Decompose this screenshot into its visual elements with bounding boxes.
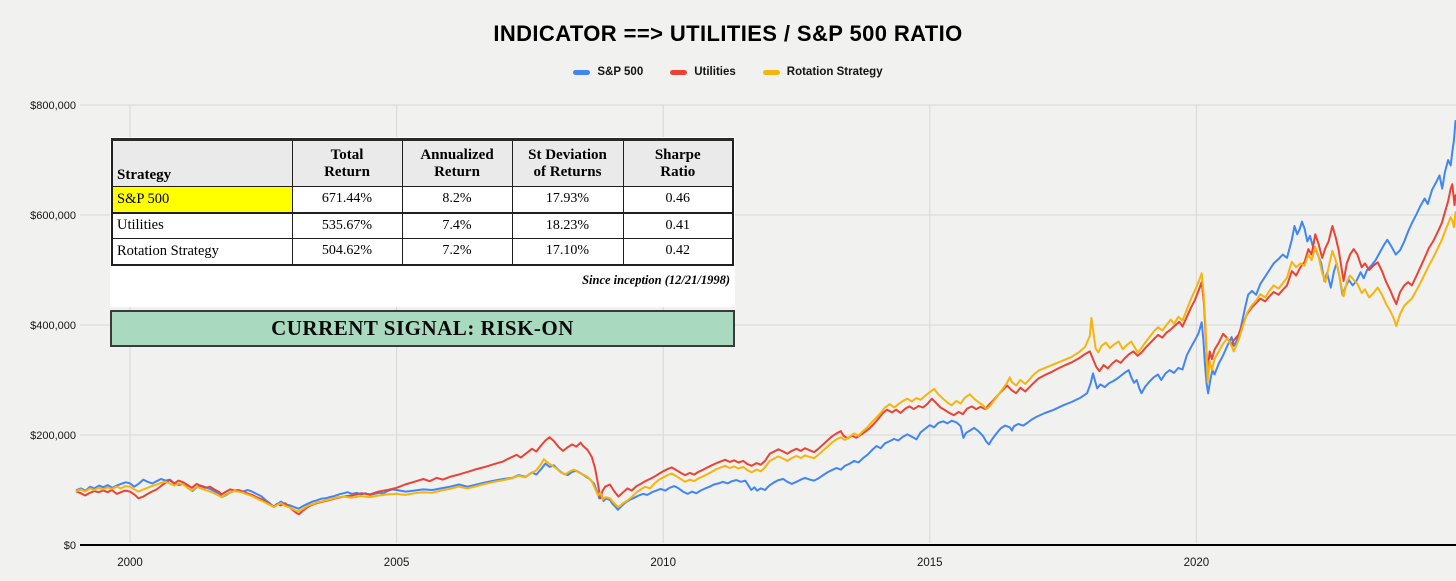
header-text: of Returns — [533, 163, 602, 180]
inception-note: Since inception (12/21/1998) — [582, 273, 730, 287]
y-tick-label: $0 — [64, 540, 76, 552]
header-total-return: Total Return — [291, 139, 403, 187]
total-return-cell: 671.44% — [291, 186, 403, 213]
annualized-return-cell: 8.2% — [401, 186, 513, 213]
y-tick-label: $400,000 — [30, 320, 76, 332]
table-row-sp500: S&P 500 671.44% 8.2% 17.93% 0.46 — [111, 186, 734, 213]
header-text: Sharpe — [654, 146, 701, 163]
chart-title: INDICATOR ==> UTILITIES / S&P 500 RATIO — [493, 21, 963, 46]
st-deviation-cell: 17.10% — [511, 238, 624, 265]
st-deviation-cell: 17.93% — [511, 186, 624, 213]
header-annualized-return: Annualized Return — [401, 139, 513, 187]
y-tick-label: $600,000 — [30, 210, 76, 222]
legend-item-sp500: S&P 500 — [573, 66, 643, 78]
series-line-s-p-500 — [75, 119, 1456, 511]
st-deviation-cell: 18.23% — [511, 211, 624, 239]
sp500-line-swatch-icon — [573, 69, 591, 75]
header-strategy: Strategy — [111, 139, 293, 187]
legend-item-rotation-strategy: Rotation Strategy — [762, 66, 883, 78]
y-tick-label: $200,000 — [30, 430, 76, 442]
chart-legend: S&P 500 Utilities Rotation Strategy — [0, 66, 1456, 78]
total-return-cell: 504.62% — [291, 238, 403, 265]
sharpe-ratio-cell: 0.42 — [622, 238, 734, 265]
x-tick-label: 2005 — [384, 557, 410, 569]
annualized-return-cell: 7.4% — [401, 211, 513, 239]
total-return-cell: 535.67% — [291, 211, 403, 239]
rotation-line-swatch-icon — [762, 69, 780, 75]
utilities-line-swatch-icon — [670, 69, 688, 75]
header-text: Return — [324, 163, 370, 180]
header-text: Return — [434, 163, 480, 180]
table-row-utilities: Utilities 535.67% 7.4% 18.23% 0.41 — [111, 211, 734, 239]
annualized-return-cell: 7.2% — [401, 238, 513, 265]
x-tick-label: 2015 — [917, 557, 943, 569]
header-text: Total — [330, 146, 364, 163]
y-tick-label: $800,000 — [30, 100, 76, 112]
stats-panel: Strategy Total Return Annualized Return … — [110, 137, 735, 307]
strategy-name-cell: Rotation Strategy — [111, 238, 293, 265]
sharpe-ratio-cell: 0.41 — [622, 211, 734, 239]
stats-table: Strategy Total Return Annualized Return … — [111, 138, 734, 266]
strategy-name-cell: S&P 500 — [111, 186, 293, 213]
series-line-rotation-strategy — [75, 211, 1456, 513]
header-text: Strategy — [117, 167, 172, 183]
header-sharpe-ratio: Sharpe Ratio — [622, 139, 734, 187]
sharpe-ratio-cell: 0.46 — [622, 186, 734, 213]
x-tick-label: 2000 — [117, 557, 143, 569]
x-tick-label: 2020 — [1184, 557, 1210, 569]
header-text: Ratio — [660, 163, 696, 180]
x-tick-label: 2010 — [650, 557, 676, 569]
strategy-name-cell: Utilities — [111, 211, 293, 239]
header-text: Annualized — [420, 146, 494, 163]
legend-item-utilities: Utilities — [670, 66, 736, 78]
series-line-utilities — [75, 183, 1456, 516]
legend-label: S&P 500 — [597, 66, 644, 78]
legend-label: Rotation Strategy — [786, 66, 883, 78]
header-st-deviation: St Deviation of Returns — [511, 139, 624, 187]
signal-banner: CURRENT SIGNAL: RISK-ON — [110, 310, 735, 347]
header-text: St Deviation — [528, 146, 607, 163]
table-row-rotation-strategy: Rotation Strategy 504.62% 7.2% 17.10% 0.… — [111, 238, 734, 265]
stats-header-row: Strategy Total Return Annualized Return … — [111, 139, 734, 187]
legend-label: Utilities — [694, 66, 736, 78]
